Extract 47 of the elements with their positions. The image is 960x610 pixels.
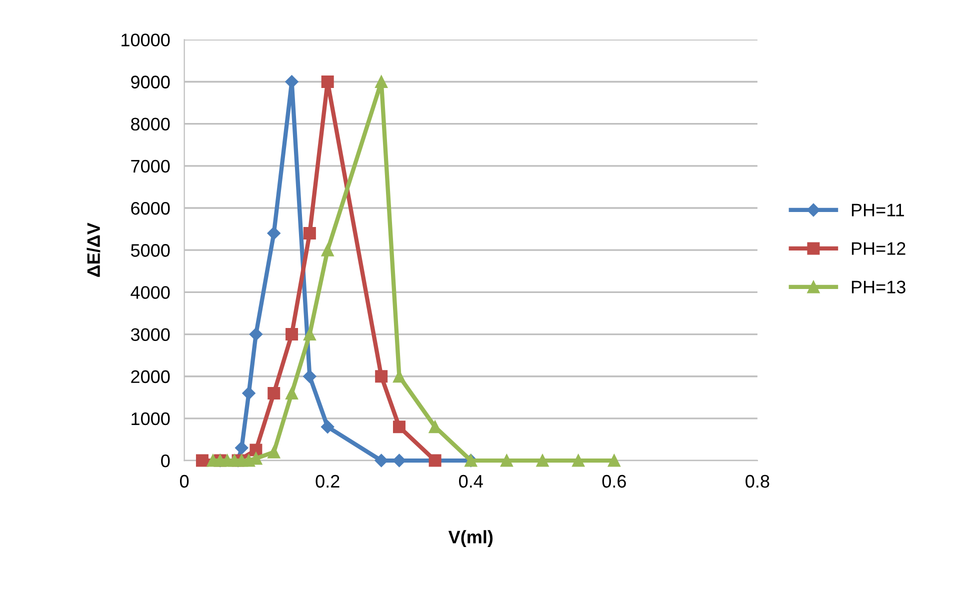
point xyxy=(321,420,334,434)
point xyxy=(500,454,513,467)
point xyxy=(392,454,406,468)
legend-label: PH=11 xyxy=(852,204,904,216)
x-tick-label: 0.4 xyxy=(459,474,483,488)
y-tick-label: 4000 xyxy=(130,286,170,299)
point xyxy=(536,454,549,467)
point xyxy=(375,75,388,88)
point xyxy=(321,75,334,88)
point xyxy=(374,454,388,468)
point xyxy=(196,454,208,467)
point xyxy=(286,386,298,400)
point xyxy=(303,328,316,341)
x-tick-label: 0.2 xyxy=(316,474,340,488)
legend-label: PH=13 xyxy=(852,280,906,294)
point xyxy=(428,454,442,467)
point xyxy=(303,227,316,240)
point xyxy=(303,370,316,383)
point xyxy=(285,75,298,88)
point xyxy=(608,454,620,467)
y-tick-label: 9000 xyxy=(131,76,170,88)
y-tick-label: 0 xyxy=(161,454,170,468)
y-axis-title: ΔE/ΔV xyxy=(86,222,100,277)
point xyxy=(286,328,298,341)
y-tick-label: 10000 xyxy=(122,34,170,46)
y-tick-label: 8000 xyxy=(131,118,170,131)
y-tick-label: 6000 xyxy=(131,202,170,215)
y-tick-label: 2000 xyxy=(131,370,170,384)
point xyxy=(268,446,280,458)
y-tick-label: 7000 xyxy=(131,160,170,173)
x-tick-label: 0.8 xyxy=(746,474,770,488)
y-tick-label: 5000 xyxy=(130,244,170,257)
x-axis-title: V(ml) xyxy=(448,530,493,547)
point xyxy=(235,441,248,455)
point xyxy=(321,244,334,256)
y-tick-label: 1000 xyxy=(132,412,170,426)
point xyxy=(375,370,388,383)
point xyxy=(267,226,280,240)
y-tick-label: 3000 xyxy=(130,328,170,341)
point xyxy=(268,386,280,400)
x-tick-label: 0.6 xyxy=(602,474,626,488)
point xyxy=(572,454,585,467)
x-tick-label: 0 xyxy=(180,474,189,488)
point xyxy=(249,328,263,341)
point xyxy=(242,386,256,400)
legend-label: PH=12 xyxy=(852,242,906,255)
point xyxy=(392,420,406,434)
